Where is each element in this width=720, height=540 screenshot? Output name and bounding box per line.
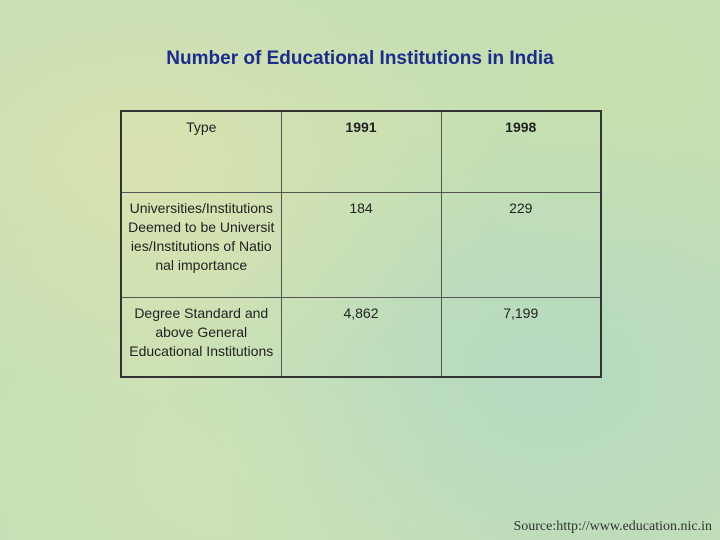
table-row: Degree Standard and above General Educat…: [120, 297, 602, 378]
header-row: Type 1991 1998: [120, 110, 602, 193]
slide-title: Number of Educational Institutions in In…: [166, 48, 554, 69]
table-cell: 4,862: [280, 297, 442, 378]
table-row: Universities/Institutions Deemed to be U…: [120, 192, 602, 298]
column-header: 1998: [440, 110, 602, 193]
table-cell: 229: [440, 192, 602, 298]
row-label: Degree Standard and above General Educat…: [120, 297, 282, 378]
data-table: Type 1991 1998 Universities/Institutions…: [120, 110, 602, 378]
table-cell: 7,199: [440, 297, 602, 378]
column-header: Type: [120, 110, 282, 193]
table-cell: 184: [280, 192, 442, 298]
source-note: Source:http://www.education.nic.in: [513, 519, 712, 534]
row-label: Universities/Institutions Deemed to be U…: [120, 192, 282, 298]
column-header: 1991: [280, 110, 442, 193]
